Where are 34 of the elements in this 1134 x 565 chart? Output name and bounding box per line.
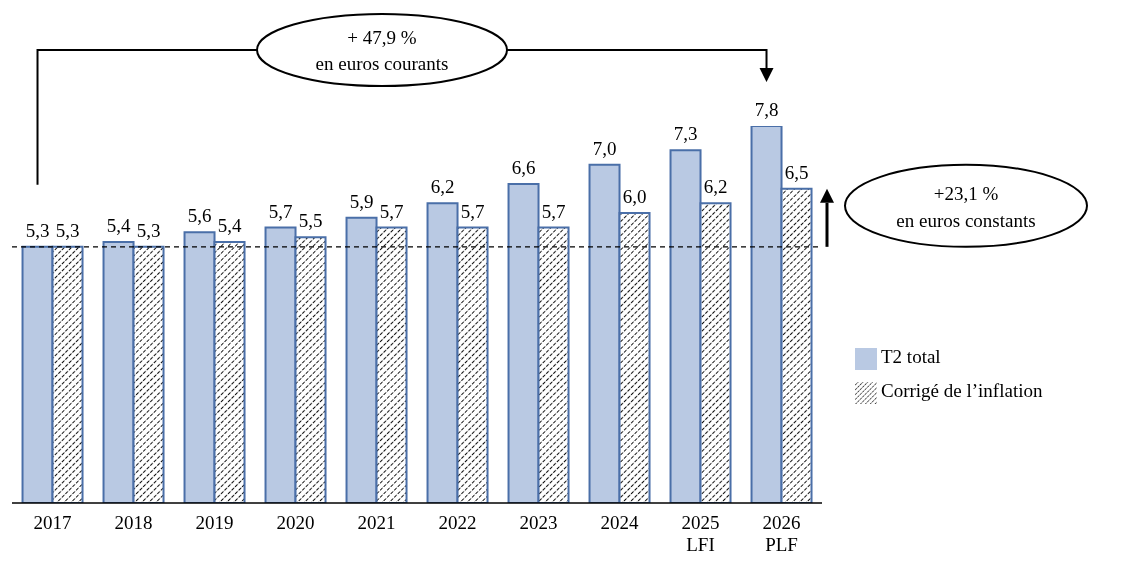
data-label: 5,3 — [25, 219, 50, 241]
x-tick-label: 2022 — [438, 512, 477, 533]
text: +23,1 % en euros constants — [896, 182, 1036, 231]
data-label: 6,2 — [430, 176, 455, 198]
x-tick-label: 2025 LFI — [681, 512, 720, 555]
data-label: 6,0 — [622, 186, 647, 207]
x-tick-label: 2017 — [33, 512, 72, 533]
x-tick-label: 2021 — [357, 512, 396, 533]
data-label: 5,6 — [187, 205, 212, 227]
x-tick-label: 2024 — [600, 512, 639, 533]
data-label: 7,8 — [754, 99, 779, 120]
data-label: 7,3 — [673, 123, 698, 145]
data-label: 7,0 — [592, 137, 617, 159]
x-tick-label: 2018 — [114, 512, 153, 533]
x-tick-label: 2023 — [519, 512, 558, 533]
data-label: 5,4 — [106, 215, 131, 236]
data-label: 5,9 — [349, 190, 374, 212]
legend-label: Corrigé de l’inflation — [881, 380, 1043, 401]
data-label: 5,7 — [460, 200, 485, 222]
text: + 47,9 % en euros courants — [315, 27, 449, 74]
data-label: 5,3 — [55, 219, 80, 241]
data-label: 5,3 — [136, 219, 161, 241]
legend-label: T2 total — [881, 346, 941, 367]
x-tick-label: 2020 — [276, 512, 315, 533]
data-label: 5,7 — [268, 200, 293, 222]
data-label: 5,4 — [217, 215, 242, 236]
data-label: 5,5 — [298, 210, 323, 232]
data-label: 5,7 — [541, 200, 566, 222]
data-label: 6,6 — [511, 157, 536, 178]
x-tick-label: 2026 PLF — [762, 512, 801, 555]
data-label: 5,7 — [379, 200, 404, 222]
data-label: 6,2 — [703, 176, 728, 198]
data-label: 6,5 — [784, 161, 809, 183]
x-tick-label: 2019 — [195, 512, 234, 533]
